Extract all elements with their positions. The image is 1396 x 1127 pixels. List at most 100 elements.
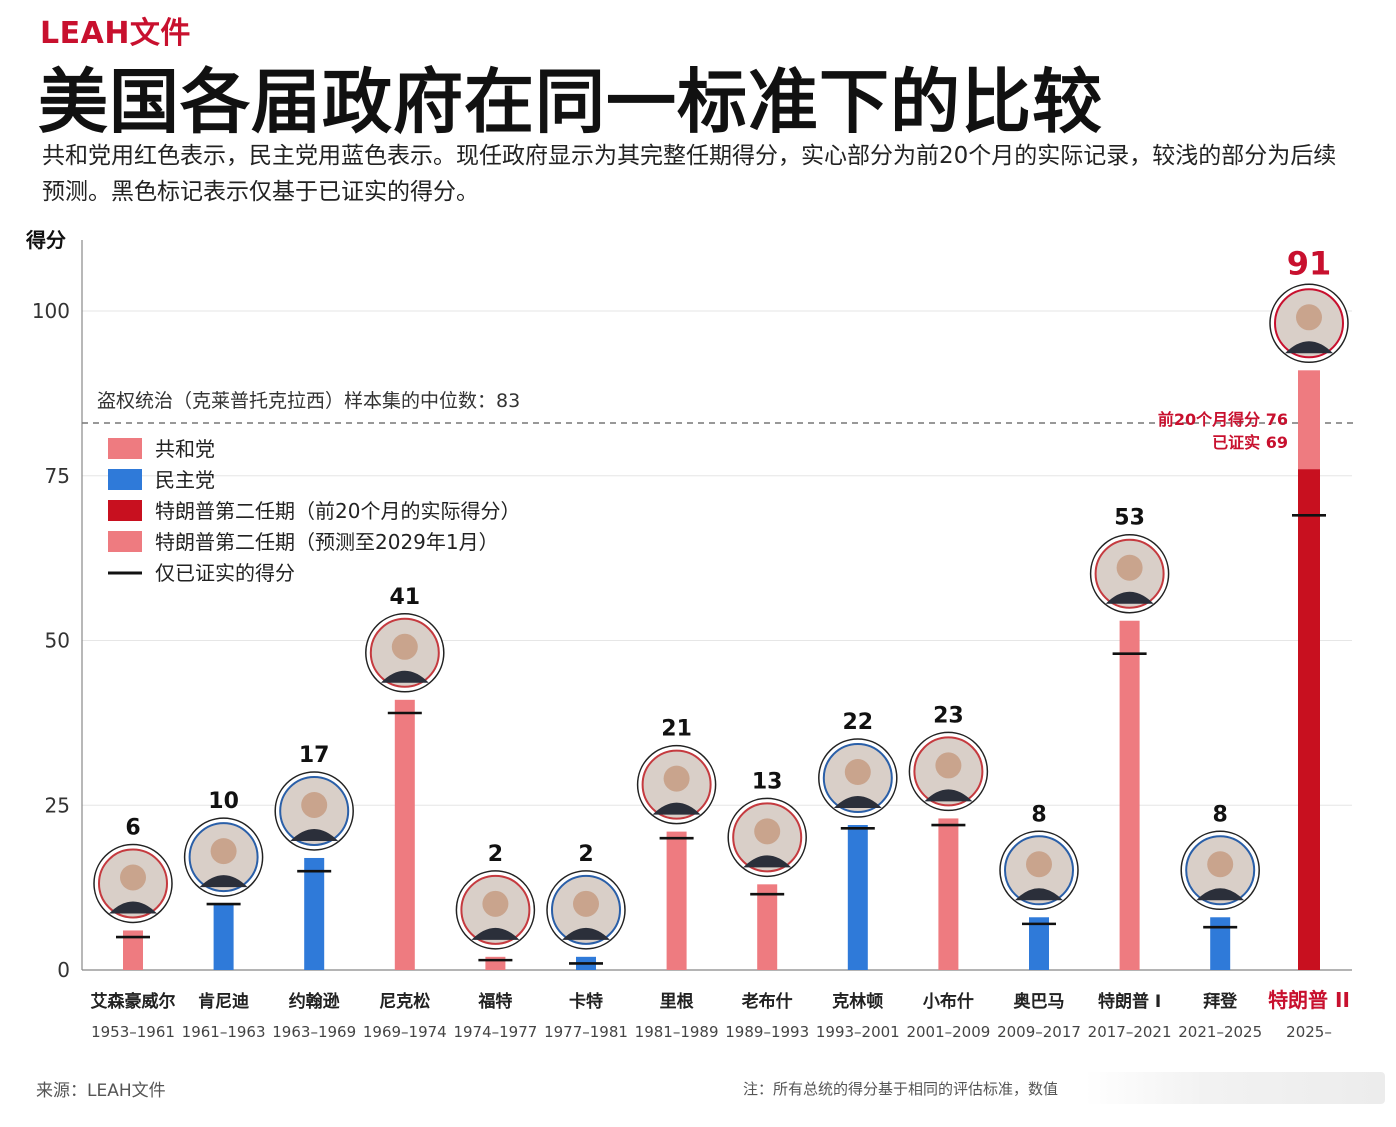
bar-7 bbox=[757, 884, 778, 970]
portrait-suit-3 bbox=[380, 670, 429, 683]
value-label-4: 2 bbox=[488, 842, 503, 867]
category-label-9: 小布什 bbox=[923, 991, 974, 1012]
legend-label: 特朗普第二任期（前20个月的实际得分） bbox=[155, 499, 520, 523]
legend-swatch bbox=[108, 531, 142, 552]
y-tick-label: 75 bbox=[45, 464, 70, 488]
portrait-suit-10 bbox=[1015, 888, 1063, 901]
bar-8 bbox=[847, 825, 868, 970]
year-label-0: 1953–1961 bbox=[91, 1023, 175, 1041]
portrait-face-5 bbox=[573, 890, 599, 917]
bar-12 bbox=[1210, 917, 1231, 970]
portrait-face-0 bbox=[120, 864, 146, 891]
chart-subtitle: 共和党用红色表示，民主党用蓝色表示。现任政府显示为其完整任期得分，实心部分为前2… bbox=[42, 143, 1337, 205]
portrait-suit-7 bbox=[743, 855, 792, 868]
portrait-face-4 bbox=[482, 890, 509, 917]
value-label-13: 91 bbox=[1287, 244, 1332, 282]
y-tick-label: 50 bbox=[45, 629, 70, 653]
year-label-12: 2021–2025 bbox=[1178, 1023, 1262, 1041]
category-label-0: 艾森豪威尔 bbox=[91, 991, 176, 1012]
year-label-9: 2001–2009 bbox=[906, 1023, 990, 1041]
bar-projected-13 bbox=[1298, 370, 1320, 470]
bar-11 bbox=[1119, 620, 1140, 970]
value-label-2: 17 bbox=[299, 743, 330, 768]
year-label-10: 2009–2017 bbox=[997, 1023, 1081, 1041]
portrait-face-8 bbox=[844, 759, 871, 786]
portrait-face-9 bbox=[935, 752, 962, 779]
bar-0 bbox=[123, 930, 143, 970]
legend-swatch bbox=[108, 438, 142, 459]
legend-label: 共和党 bbox=[155, 437, 215, 461]
category-label-6: 里根 bbox=[660, 991, 694, 1012]
y-tick-label: 100 bbox=[32, 299, 70, 323]
annotation-confirmed: 已证实 69 bbox=[1212, 433, 1288, 452]
portrait-suit-1 bbox=[199, 875, 248, 888]
value-label-10: 8 bbox=[1031, 802, 1046, 827]
year-label-7: 1989–1993 bbox=[725, 1023, 809, 1041]
portrait-suit-13 bbox=[1285, 341, 1333, 354]
portrait-face-12 bbox=[1207, 851, 1234, 878]
year-label-5: 1977–1981 bbox=[544, 1023, 628, 1041]
portrait-face-3 bbox=[391, 633, 418, 660]
portrait-suit-9 bbox=[924, 789, 973, 802]
year-label-6: 1981–1989 bbox=[635, 1023, 719, 1041]
bar-6 bbox=[666, 831, 687, 970]
value-label-5: 2 bbox=[578, 842, 593, 867]
watermark-overlay bbox=[1085, 1072, 1385, 1104]
value-label-11: 53 bbox=[1114, 506, 1145, 531]
bar-actual-13 bbox=[1298, 469, 1320, 970]
year-label-4: 1974–1977 bbox=[453, 1023, 537, 1041]
portrait-suit-12 bbox=[1196, 888, 1245, 901]
bar-9 bbox=[938, 818, 959, 970]
value-label-0: 6 bbox=[125, 815, 140, 840]
portrait-face-2 bbox=[301, 791, 328, 818]
year-label-3: 1969–1974 bbox=[363, 1023, 447, 1041]
category-label-11: 特朗普 I bbox=[1098, 991, 1161, 1012]
legend-label: 仅已证实的得分 bbox=[155, 561, 295, 585]
category-label-4: 福特 bbox=[477, 991, 512, 1012]
legend-label: 特朗普第二任期（预测至2029年1月） bbox=[155, 530, 499, 554]
portrait-suit-8 bbox=[833, 796, 882, 809]
category-label-8: 克林顿 bbox=[832, 991, 883, 1012]
bar-3 bbox=[394, 699, 415, 970]
portrait-suit-6 bbox=[652, 802, 701, 815]
bar-4 bbox=[485, 956, 506, 970]
value-label-8: 22 bbox=[842, 710, 873, 735]
legend-swatch bbox=[108, 500, 142, 521]
category-label-10: 奥巴马 bbox=[1014, 991, 1065, 1012]
year-label-8: 1993–2001 bbox=[816, 1023, 900, 1041]
year-label-11: 2017–2021 bbox=[1088, 1023, 1172, 1041]
year-label-2: 1963–1969 bbox=[272, 1023, 356, 1041]
portrait-suit-11 bbox=[1105, 591, 1154, 604]
y-axis-label: 得分 bbox=[25, 228, 66, 252]
portrait-suit-5 bbox=[562, 927, 610, 940]
category-label-13: 特朗普 II bbox=[1268, 988, 1350, 1012]
bar-2 bbox=[304, 857, 325, 970]
year-label-1: 1961–1963 bbox=[182, 1023, 266, 1041]
category-label-3: 尼克松 bbox=[379, 991, 430, 1012]
bar-10 bbox=[1029, 917, 1049, 970]
portrait-face-6 bbox=[663, 765, 690, 792]
bar-1 bbox=[213, 904, 234, 970]
portrait-face-11 bbox=[1116, 554, 1143, 581]
year-label-13: 2025– bbox=[1286, 1023, 1332, 1041]
portrait-face-1 bbox=[210, 838, 237, 865]
category-label-7: 老布什 bbox=[741, 991, 793, 1012]
value-label-7: 13 bbox=[752, 769, 783, 794]
value-label-6: 21 bbox=[661, 717, 692, 742]
portrait-suit-4 bbox=[471, 927, 520, 940]
reference-line-label: 盗权统治（克莱普托克拉西）样本集的中位数：83 bbox=[97, 390, 520, 412]
footnote: 注：所有总统的得分基于相同的评估标准，数值 bbox=[743, 1080, 1059, 1098]
value-label-3: 41 bbox=[389, 585, 420, 610]
annotation-first20: 前20个月得分 76 bbox=[1158, 410, 1288, 429]
portrait-face-13 bbox=[1296, 304, 1322, 331]
value-label-12: 8 bbox=[1213, 802, 1228, 827]
portrait-face-10 bbox=[1026, 851, 1052, 878]
y-tick-label: 0 bbox=[57, 958, 70, 982]
y-tick-label: 25 bbox=[45, 793, 70, 817]
page-title: 美国各届政府在同一标准下的比较 bbox=[38, 61, 1103, 143]
brand-logo-text: LEAH文件 bbox=[40, 16, 191, 51]
portrait-suit-2 bbox=[290, 828, 339, 841]
category-label-5: 卡特 bbox=[569, 991, 603, 1012]
value-label-1: 10 bbox=[208, 789, 239, 814]
